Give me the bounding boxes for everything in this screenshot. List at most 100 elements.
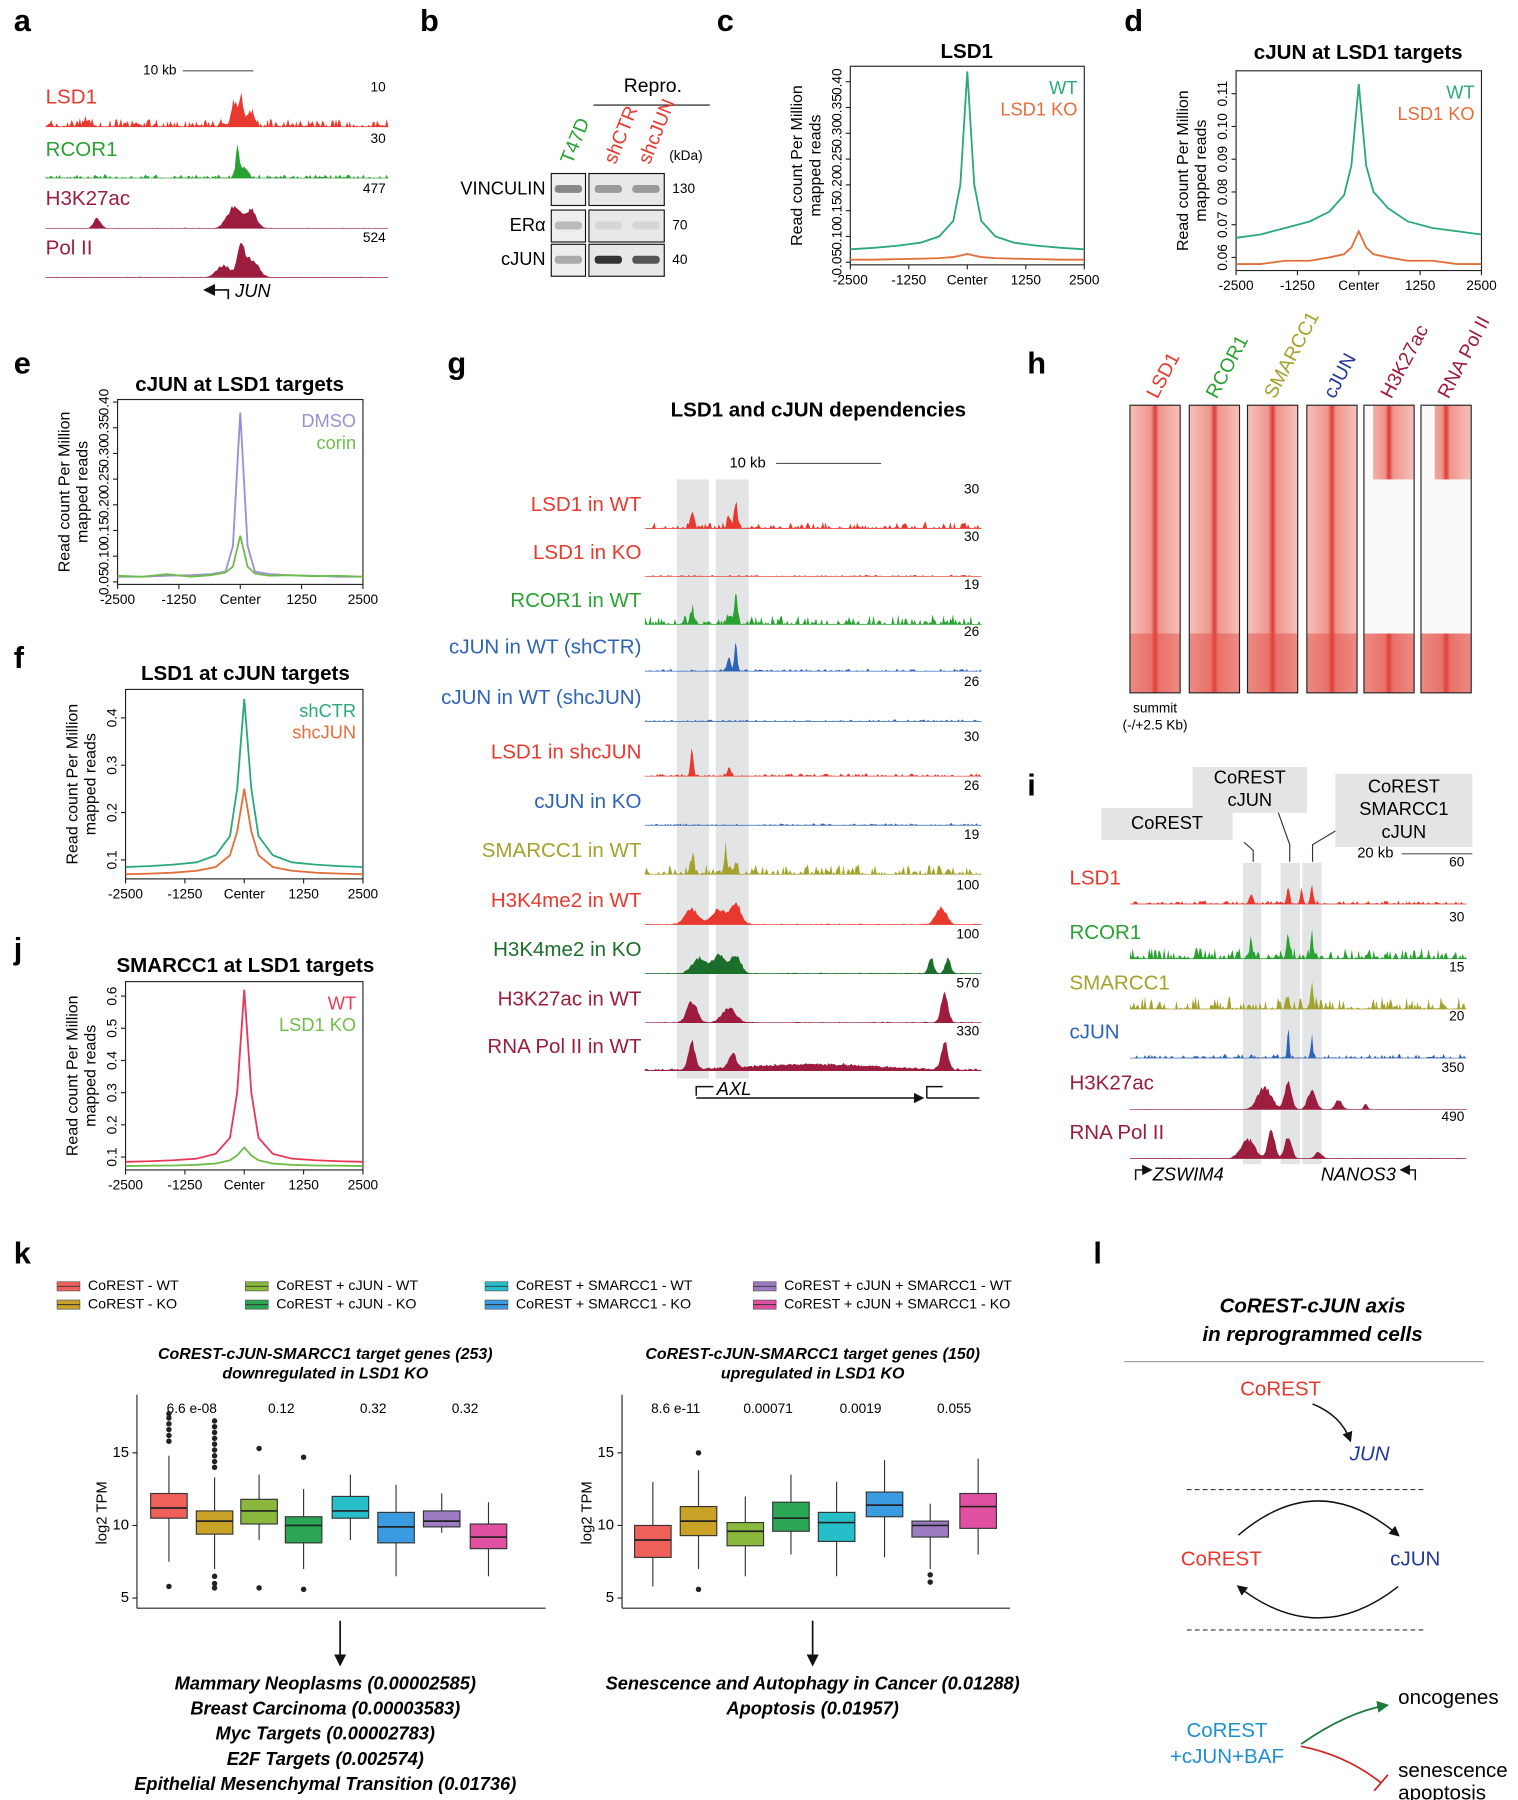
track-label: RNA Pol II — [1069, 1121, 1164, 1144]
p-value: 8.6 e-11 — [651, 1401, 700, 1416]
y-axis-label: Read count Per Million — [1175, 90, 1192, 251]
outlier — [211, 1441, 218, 1447]
enrichment-term: Mammary Neoplasms (0.00002585) — [175, 1673, 476, 1694]
legend-entry: CoREST + cJUN - WT — [276, 1278, 418, 1294]
track-signal — [45, 92, 389, 127]
track-signal — [644, 642, 982, 672]
y-tick-label: 0.5 — [105, 1018, 120, 1037]
y-tick-label: 0.09 — [1215, 146, 1230, 173]
heatmap-band — [1420, 633, 1472, 693]
callout-text: cJUN — [1382, 821, 1427, 842]
y-tick-label: 0.2 — [105, 1115, 120, 1134]
y-tick-label: 0.30 — [97, 440, 112, 467]
band — [632, 221, 660, 230]
callout-box — [1101, 808, 1233, 841]
outlier — [300, 1454, 307, 1460]
outlier — [166, 1410, 172, 1417]
outlier — [695, 1450, 702, 1456]
track-scale: 30 — [1449, 909, 1465, 924]
y-tick-label: 0.20 — [829, 171, 844, 198]
x-tick-label: -2500 — [833, 272, 868, 287]
profile-line — [125, 989, 363, 1163]
track-scale: 477 — [363, 181, 386, 196]
legend-entry: DMSO — [301, 410, 356, 431]
track-scale: 20 — [1449, 1009, 1465, 1024]
gene-label: AXL — [716, 1078, 752, 1099]
heatmap-band — [1129, 633, 1181, 693]
plot-frame — [1235, 70, 1483, 272]
heatmap-column — [1189, 405, 1240, 693]
panel-letter: k — [14, 1236, 32, 1271]
y-tick-label: 0.1 — [105, 850, 120, 869]
track-signal — [644, 953, 982, 974]
p-value: 0.0019 — [840, 1401, 882, 1416]
x-tick-label: 2500 — [348, 886, 379, 901]
chart-title: CoREST-cJUN-SMARCC1 target genes (253) — [158, 1346, 493, 1363]
heatmap-frame — [1129, 404, 1181, 694]
edge — [1300, 1700, 1390, 1745]
heatmap-frame — [1188, 404, 1241, 694]
gene-model — [926, 1085, 980, 1099]
inhibit-bar — [1373, 1774, 1389, 1792]
outlier — [211, 1418, 218, 1424]
legend-entry: CoREST + SMARCC1 - KO — [516, 1296, 691, 1312]
legend-entry: LSD1 KO — [1000, 99, 1077, 120]
p-value: 6.6 e-08 — [167, 1401, 218, 1416]
legend-entry: WT — [328, 992, 356, 1013]
track-label: cJUN in WT (shCTR) — [449, 636, 641, 659]
panel-letter: b — [420, 3, 439, 38]
kda-label: 130 — [672, 181, 695, 196]
y-tick-label: 0.10 — [829, 223, 844, 250]
gene-model — [695, 1085, 922, 1098]
gene-model — [1134, 1164, 1153, 1181]
band — [594, 184, 623, 193]
y-tick-label: 0.40 — [97, 388, 112, 415]
band — [632, 255, 660, 264]
profile-line — [1236, 229, 1482, 265]
node: CoREST — [1186, 1719, 1267, 1742]
edge — [1236, 1585, 1399, 1619]
node: JUN — [1349, 1443, 1390, 1466]
chart-title: SMARCC1 at LSD1 targets — [116, 954, 374, 977]
x-tick-label: -1250 — [1280, 278, 1315, 293]
x-tick-label: Center — [1338, 278, 1380, 293]
box — [772, 1501, 810, 1532]
heatmap-blank — [1420, 479, 1472, 634]
y-tick-label: 5 — [121, 1590, 129, 1606]
blot-row-label: cJUN — [501, 248, 546, 269]
gene-label: JUN — [234, 280, 271, 301]
outlier — [300, 1586, 307, 1593]
track-scale: 570 — [956, 975, 979, 990]
legend-entry: CoREST + cJUN + SMARCC1 - KO — [784, 1296, 1010, 1312]
panel-letter: f — [14, 640, 25, 675]
profile-line — [125, 1146, 363, 1167]
heatmap-blank — [1363, 405, 1374, 480]
heatmap-label: H3K27ac — [1376, 321, 1433, 402]
enrichment-term: Apoptosis (0.01957) — [725, 1698, 898, 1719]
track-label: LSD1 in WT — [531, 493, 642, 516]
x-tick-label: Center — [220, 592, 262, 607]
chart-title: LSD1 — [940, 40, 992, 63]
heatmap-frame — [1420, 404, 1472, 694]
panel-letter: h — [1027, 345, 1046, 380]
legend-entry: CoREST - KO — [88, 1296, 177, 1312]
track-label: Pol II — [46, 236, 93, 259]
track-signal — [644, 748, 982, 777]
enrichment-term: Senescence and Autophagy in Cancer (0.01… — [606, 1673, 1020, 1694]
track-scale: 30 — [964, 729, 980, 744]
outlier — [211, 1458, 218, 1465]
track-label: H3K27ac in WT — [498, 987, 642, 1010]
track-scale: 26 — [964, 778, 980, 793]
scale-label: 10 kb — [729, 455, 765, 471]
x-tick-label: -1250 — [161, 592, 196, 607]
outlier — [166, 1583, 172, 1590]
edge — [1312, 1403, 1353, 1443]
y-axis-label: mapped reads — [807, 114, 824, 216]
x-tick-label: 1250 — [1011, 272, 1042, 287]
track-signal — [45, 243, 389, 278]
highlight — [715, 479, 749, 1079]
outlier — [256, 1585, 262, 1591]
highlight — [1302, 862, 1322, 1165]
track-signal — [644, 823, 982, 826]
heatmap-column — [1247, 405, 1298, 693]
